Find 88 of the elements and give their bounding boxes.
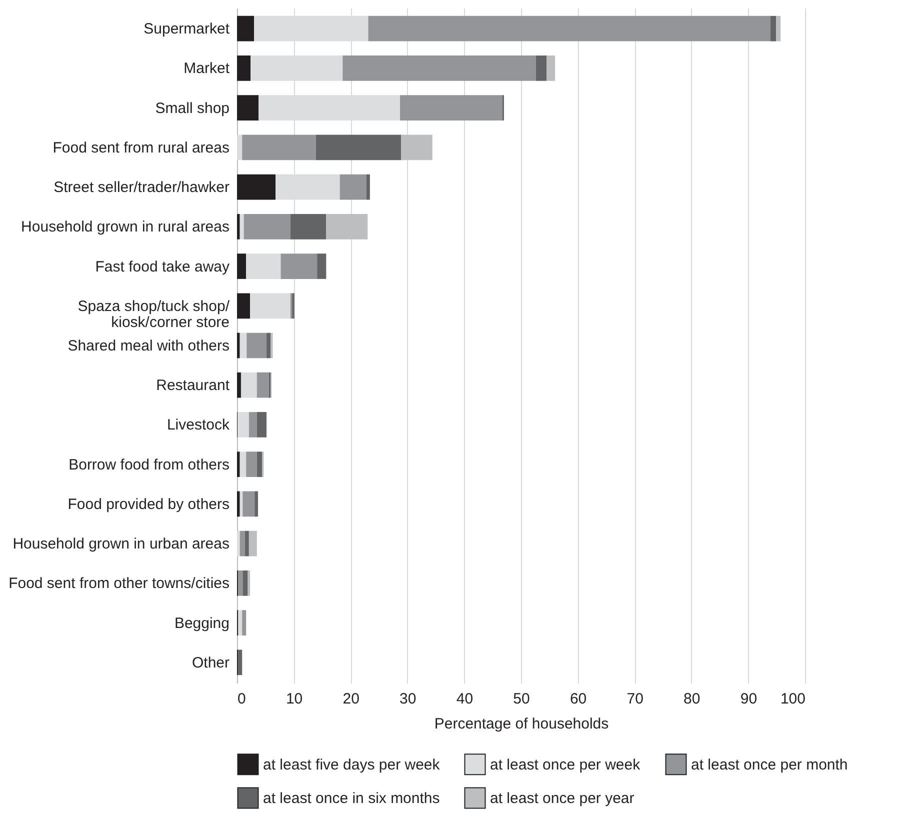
bar (242, 491, 255, 517)
bar (256, 412, 267, 438)
bar (317, 254, 326, 279)
bar (400, 95, 502, 120)
x-tick-label: 60 (570, 690, 587, 708)
bar (546, 56, 556, 81)
bar (316, 134, 402, 160)
legend-label: at least once per week (490, 756, 641, 774)
bar (237, 293, 250, 319)
y-tick-label: Borrow food from others (68, 456, 230, 474)
bar (238, 610, 242, 636)
bar (342, 56, 536, 81)
bar (237, 16, 254, 42)
x-tick-label: 80 (684, 690, 700, 708)
bar (238, 650, 242, 676)
bar (237, 372, 241, 398)
x-tick-label: 40 (456, 690, 474, 708)
bar (237, 254, 246, 279)
bar (244, 530, 249, 556)
bar (242, 610, 246, 636)
y-tick-label: Spaza shop/tuck shop/ kiosk/corner store (78, 298, 230, 331)
bar (250, 293, 290, 319)
bar (238, 412, 249, 438)
y-tick-label: Small shop (155, 100, 230, 117)
bar (242, 570, 248, 596)
x-axis-title: Percentage of households (434, 716, 609, 732)
y-tick-label: Other (192, 654, 230, 672)
bar (240, 372, 257, 398)
bar (246, 254, 281, 279)
bar (280, 254, 318, 279)
bar (237, 95, 259, 120)
bar (326, 214, 368, 240)
x-tick-label: 0 (238, 690, 246, 708)
y-tick-label: Fast food take away (95, 258, 230, 276)
y-tick-label: Food sent from other towns/cities (8, 575, 230, 592)
bar (246, 452, 257, 478)
bar (237, 491, 240, 517)
bar (266, 332, 271, 358)
bar (368, 16, 770, 42)
bar (240, 452, 246, 478)
y-tick-label: Food sent from rural areas (52, 139, 230, 156)
bar (237, 332, 240, 358)
x-tick-label: 100 (780, 690, 806, 708)
bar (256, 452, 262, 478)
bar (248, 412, 257, 438)
legend-label: at least five days per week (263, 756, 440, 774)
bar (244, 214, 290, 240)
bar (536, 56, 547, 81)
bar (290, 214, 326, 240)
bar (237, 530, 240, 556)
bar (240, 332, 247, 358)
bar (237, 134, 242, 160)
bar (248, 530, 257, 556)
y-tick-label: Household grown in rural areas (21, 218, 230, 236)
x-tick-label: 50 (513, 690, 530, 708)
bar (238, 570, 243, 596)
y-tick-label: Household grown in urban areas (12, 536, 230, 553)
y-tick-label: Food provided by others (68, 496, 230, 513)
bar (401, 134, 432, 160)
y-tick-label: Shared meal with others (68, 338, 230, 354)
bar (256, 372, 269, 398)
bar (770, 16, 776, 42)
x-tick-label: 10 (286, 690, 303, 708)
y-tick-label: Market (184, 60, 230, 78)
bar (776, 16, 781, 42)
bar (237, 452, 240, 478)
bar (246, 332, 267, 358)
bar (240, 214, 244, 240)
bar (242, 134, 316, 160)
x-tick-label: 90 (740, 690, 758, 708)
y-tick-label: Livestock (166, 416, 230, 434)
legend-label: at least once per year (490, 790, 634, 807)
bar (240, 530, 245, 556)
x-tick-label: 30 (400, 690, 416, 708)
bar (237, 174, 276, 200)
y-tick-label: Supermarket (144, 20, 230, 38)
y-tick-label: Begging (174, 614, 230, 632)
y-tick-label: Restaurant (156, 377, 230, 394)
legend-label: at least once in six months (263, 790, 440, 807)
bar (254, 491, 258, 517)
y-tick-label: Street seller/trader/hawker (54, 179, 230, 196)
bar (340, 174, 367, 200)
bar (366, 174, 370, 200)
legend-label: at least once per month (691, 756, 848, 774)
x-tick-label: 70 (626, 690, 644, 708)
bar (237, 214, 240, 240)
bar (237, 56, 251, 81)
x-tick-label: 20 (342, 690, 360, 708)
